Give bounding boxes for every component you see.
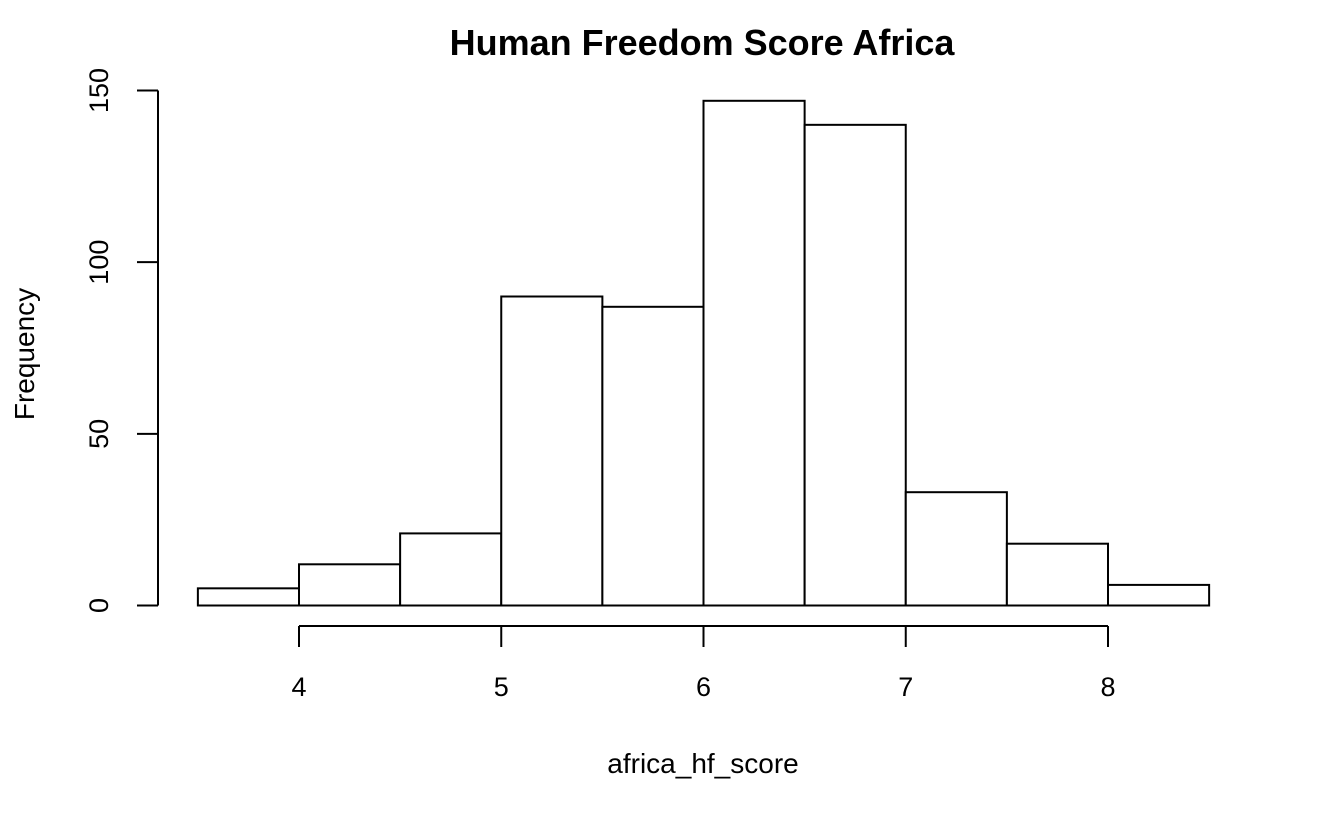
y-axis: 0 50 100 150: [84, 68, 159, 613]
histogram-bar: [399, 532, 503, 607]
y-axis-label: Frequency: [9, 288, 40, 420]
y-tick-label: 50: [84, 419, 114, 449]
y-tick-label: 100: [84, 240, 114, 285]
x-tick-label: 4: [291, 672, 306, 702]
histogram-bar: [500, 295, 604, 607]
x-tick-label: 7: [898, 672, 913, 702]
histogram-bar: [1005, 542, 1109, 607]
x-tick-label: 8: [1100, 672, 1115, 702]
histogram-bar: [1107, 583, 1211, 607]
histogram-bar: [904, 491, 1008, 607]
histogram-bar: [298, 563, 402, 607]
histogram-bar: [601, 305, 705, 607]
chart-title: Human Freedom Score Africa: [450, 22, 956, 63]
y-tick-label: 150: [84, 68, 114, 113]
histogram-bar: [803, 123, 907, 607]
y-tick-label: 0: [84, 598, 114, 613]
x-axis: 4 5 6 7 8: [291, 625, 1116, 702]
histogram-bar: [702, 99, 806, 607]
x-axis-label: africa_hf_score: [607, 748, 798, 779]
histogram-bar: [196, 587, 300, 607]
x-tick-label: 5: [494, 672, 509, 702]
bars-group: [196, 99, 1211, 607]
x-tick-label: 6: [696, 672, 711, 702]
